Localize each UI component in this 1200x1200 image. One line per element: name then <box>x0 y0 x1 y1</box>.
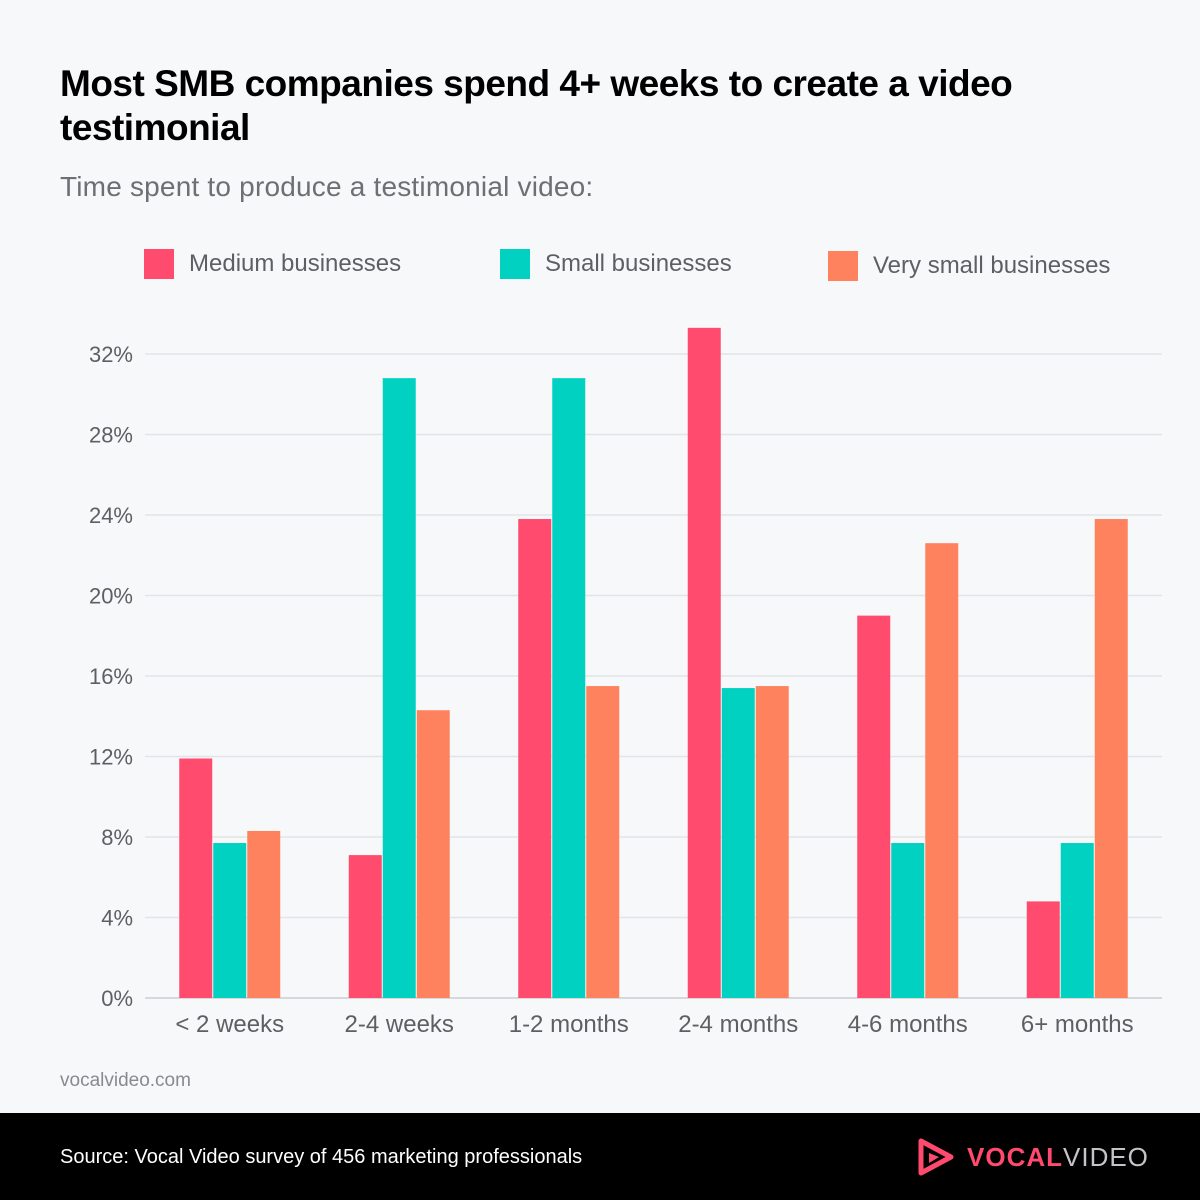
x-tick-label: 2-4 weeks <box>345 1011 454 1038</box>
y-tick-label: 12% <box>89 745 133 770</box>
bar <box>721 688 755 998</box>
bar <box>179 758 213 998</box>
bar <box>687 327 721 998</box>
legend-swatch <box>144 249 174 279</box>
y-tick-label: 0% <box>101 986 133 1011</box>
source-note: Source: Vocal Video survey of 456 market… <box>60 1146 583 1168</box>
x-tick-label: 6+ months <box>1021 1011 1134 1038</box>
x-tick-label: 2-4 months <box>678 1011 798 1038</box>
legend-swatch <box>828 251 858 281</box>
bar <box>1094 519 1128 998</box>
y-tick-label: 16% <box>89 664 133 689</box>
bar <box>552 378 586 998</box>
bar <box>891 843 925 998</box>
legend-item-very-small: Very small businesses <box>828 250 1110 282</box>
x-tick-label: < 2 weeks <box>175 1011 284 1038</box>
site-url: vocalvideo.com <box>60 1070 191 1091</box>
legend-item-small: Small businesses <box>500 248 732 280</box>
chart-title: Most SMB companies spend 4+ weeks to cre… <box>60 63 1013 148</box>
bar <box>586 686 620 998</box>
chart-subtitle: Time spent to produce a testimonial vide… <box>60 171 594 202</box>
brand-logo: VOCALVIDEO <box>915 1136 1149 1178</box>
x-tick-label: 4-6 months <box>848 1011 968 1038</box>
legend-label: Very small businesses <box>873 252 1111 279</box>
bar-chart: 0% 4% 8% 12% 16% 20% 24% 28% 32% < 2 weeks 2-4 wee… <box>89 327 1162 1038</box>
x-tick-label: 1-2 months <box>509 1011 629 1038</box>
play-triangle-icon <box>918 1138 954 1176</box>
legend-swatch <box>500 249 530 279</box>
bar <box>925 543 959 998</box>
brand-name-part1: VOCAL <box>967 1141 1063 1172</box>
bar <box>382 378 416 998</box>
legend-label: Medium businesses <box>189 250 402 277</box>
bar <box>1026 901 1060 998</box>
footer-bar: Source: Vocal Video survey of 456 market… <box>0 1113 1200 1200</box>
legend-item-medium: Medium businesses <box>144 248 401 280</box>
bar <box>348 855 382 998</box>
bar <box>755 686 789 998</box>
y-tick-label: 28% <box>89 423 133 448</box>
bar <box>518 519 552 998</box>
bar <box>416 710 450 998</box>
bar <box>1060 843 1094 998</box>
bar <box>247 830 281 998</box>
brand-name: VOCALVIDEO <box>967 1142 1149 1173</box>
brand-name-part2: VIDEO <box>1063 1141 1149 1172</box>
legend-label: Small businesses <box>545 250 732 277</box>
y-tick-label: 8% <box>101 825 133 850</box>
y-tick-label: 24% <box>89 503 133 528</box>
y-tick-label: 32% <box>89 342 133 367</box>
bar <box>857 615 891 998</box>
bar <box>213 843 247 998</box>
y-tick-label: 4% <box>101 906 133 931</box>
y-tick-label: 20% <box>89 584 133 609</box>
